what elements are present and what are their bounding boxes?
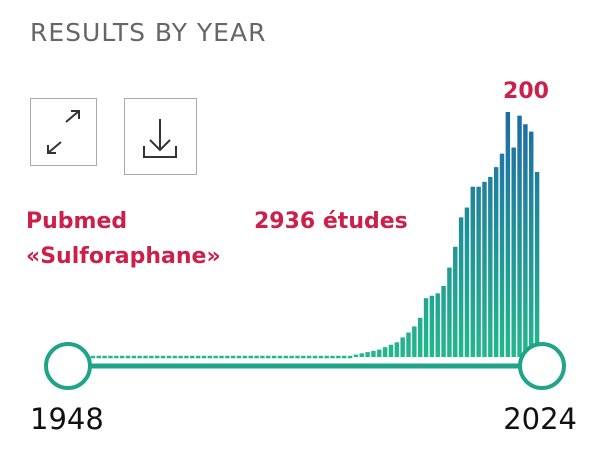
widget-title: RESULTS BY YEAR: [30, 18, 266, 47]
bar: [219, 355, 224, 359]
bar: [102, 355, 107, 359]
bar: [359, 353, 364, 357]
bar: [382, 347, 388, 357]
bar: [225, 355, 230, 359]
bar: [347, 355, 353, 359]
bar: [464, 207, 470, 357]
slider-handle-start[interactable]: [44, 342, 92, 390]
bar: [160, 355, 166, 359]
bar: [388, 344, 394, 357]
bar: [236, 355, 242, 359]
bar: [119, 355, 125, 359]
bar: [96, 355, 101, 359]
bar: [523, 124, 528, 357]
bar: [441, 285, 446, 357]
bar: [371, 350, 376, 357]
bar: [517, 115, 522, 357]
bar: [242, 355, 248, 359]
bar: [125, 355, 131, 359]
bar: [137, 355, 142, 359]
bar: [353, 354, 359, 358]
bar: [149, 355, 154, 359]
bar: [377, 349, 382, 357]
end-year: 2024: [503, 402, 577, 436]
bar: [207, 355, 213, 359]
bar: [271, 355, 277, 359]
download-button[interactable]: [124, 98, 197, 175]
bar: [178, 355, 183, 359]
bar: [505, 112, 511, 357]
bar: [306, 355, 312, 359]
bar: [447, 267, 452, 357]
bar: [423, 298, 429, 357]
bar: [476, 186, 481, 357]
bar: [190, 355, 195, 359]
bar: [201, 355, 207, 359]
bar: [400, 337, 405, 357]
bar: [131, 355, 137, 359]
bar: [412, 326, 417, 357]
bar: [534, 172, 540, 357]
bar: [417, 317, 423, 357]
bar: [394, 342, 400, 357]
bar: [254, 355, 259, 359]
bar: [435, 293, 440, 357]
bar: [260, 355, 265, 359]
annotation: «Sulforaphane»: [26, 244, 221, 269]
bar: [166, 355, 172, 359]
bar: [283, 355, 288, 359]
bar: [499, 153, 505, 357]
bar: [318, 355, 324, 359]
bar: [289, 355, 294, 359]
bar: [266, 355, 271, 359]
bar: [230, 355, 236, 359]
bar: [143, 355, 148, 359]
bar: [429, 295, 435, 357]
bar: [342, 355, 347, 359]
bar: [312, 355, 318, 359]
slider-handle-end[interactable]: [518, 342, 566, 390]
annotation: 2936 études: [254, 209, 408, 234]
bar: [365, 352, 370, 357]
bar: [195, 355, 201, 359]
bar: [493, 167, 499, 357]
bar: [248, 355, 253, 359]
bar: [108, 355, 113, 359]
start-year: 1948: [30, 402, 104, 436]
annotation: 200: [503, 79, 549, 104]
bar: [453, 246, 458, 357]
annotation: Pubmed: [26, 209, 127, 234]
bar: [172, 355, 177, 359]
bar: [470, 186, 476, 357]
bar: [511, 147, 516, 357]
bar: [114, 355, 119, 359]
bar: [406, 332, 411, 357]
bar: [336, 355, 341, 359]
bar: [301, 355, 306, 359]
bar: [277, 355, 283, 359]
bar: [330, 355, 335, 359]
bar: [295, 355, 300, 359]
bar: [154, 355, 160, 359]
bar: [488, 176, 493, 357]
bar: [482, 181, 487, 357]
expand-button[interactable]: [30, 98, 97, 166]
bar: [529, 131, 534, 357]
bar: [324, 355, 329, 359]
bar: [90, 355, 96, 359]
bar: [184, 355, 189, 359]
bar: [213, 355, 218, 359]
bar: [458, 217, 464, 357]
